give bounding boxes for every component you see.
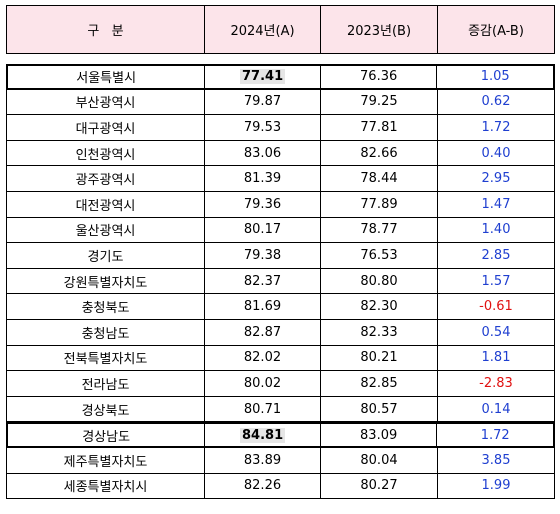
region-cell: 경상남도: [8, 424, 206, 446]
header-2024: 2024년(A): [205, 6, 321, 53]
value-2024-cell: 80.17: [205, 217, 321, 243]
table-header: 구 분 2024년(A) 2023년(B) 증감(A-B): [6, 5, 555, 54]
value-2023-cell: 78.44: [321, 166, 438, 191]
diff-cell: 0.14: [481, 401, 511, 417]
region-cell: 전북특별자치도: [7, 345, 205, 371]
diff-cell: 1.99: [481, 478, 511, 494]
value-2023-cell: 82.85: [321, 371, 438, 396]
value-2023-cell: 82.33: [321, 319, 438, 345]
diff-cell: 0.62: [481, 94, 511, 110]
highlighted-value: 84.81: [240, 427, 286, 443]
table-row: 세종특별자치시 82.26 80.27 1.99: [6, 473, 555, 500]
diff-cell: -0.61: [479, 299, 513, 315]
table-row: 대구광역시 79.53 77.81 1.72: [6, 115, 555, 141]
value-2024-cell: 79.36: [205, 191, 321, 217]
highlighted-value: 77.41: [240, 69, 286, 85]
region-cell: 제주특별자치도: [7, 447, 205, 473]
region-cell: 대구광역시: [7, 115, 205, 140]
region-cell: 경상북도: [7, 396, 205, 422]
region-cell: 광주광역시: [7, 166, 205, 191]
table-row: 경상북도 80.71 80.57 0.14: [6, 396, 555, 423]
table-row: 제주특별자치도 83.89 80.04 3.85: [6, 447, 555, 474]
region-cell: 충청북도: [7, 294, 205, 319]
diff-cell: 2.95: [481, 171, 511, 187]
region-cell: 인천광역시: [7, 140, 205, 166]
region-cell: 충청남도: [7, 319, 205, 345]
diff-cell: 0.54: [481, 324, 511, 340]
value-2023-cell: 80.57: [321, 396, 438, 422]
table-row: 충청북도 81.69 82.30 -0.61: [6, 294, 555, 320]
value-2023-cell: 76.36: [321, 66, 438, 88]
value-2023-cell: 78.77: [321, 217, 438, 243]
region-cell: 부산광역시: [7, 89, 205, 115]
region-cell: 대전광역시: [7, 191, 205, 217]
value-2023-cell: 80.21: [321, 345, 438, 371]
value-2024-cell: 83.89: [205, 447, 321, 473]
value-2023-cell: 80.04: [321, 447, 438, 473]
table-row: 전라남도 80.02 82.85 -2.83: [6, 371, 555, 397]
value-2023-cell: 80.80: [321, 268, 438, 294]
value-2023-cell: 83.09: [321, 424, 438, 446]
diff-cell: 1.40: [481, 222, 511, 238]
table-row: 경기도 79.38 76.53 2.85: [6, 243, 555, 269]
table-row: 경상남도 84.81 83.09 1.72: [6, 422, 555, 448]
value-2023-cell: 77.81: [321, 115, 438, 140]
region-cell: 서울특별시: [8, 66, 206, 88]
table-row: 서울특별시 77.41 76.36 1.05: [6, 64, 555, 90]
value-2024-cell: 80.02: [205, 371, 321, 396]
diff-cell: 1.72: [480, 427, 510, 443]
table-row: 부산광역시 79.87 79.25 0.62: [6, 89, 555, 116]
header-region: 구 분: [7, 6, 205, 53]
diff-cell: 1.57: [481, 273, 511, 289]
table-row: 광주광역시 81.39 78.44 2.95: [6, 166, 555, 192]
diff-cell: 2.85: [481, 247, 511, 263]
value-2024-cell: 82.02: [205, 345, 321, 371]
table-row: 전북특별자치도 82.02 80.21 1.81: [6, 345, 555, 372]
region-cell: 울산광역시: [7, 217, 205, 243]
value-2023-cell: 77.89: [321, 191, 438, 217]
diff-cell: 1.81: [481, 350, 511, 366]
diff-cell: 1.47: [481, 196, 511, 212]
value-2024-cell: 80.71: [205, 396, 321, 422]
region-cell: 경기도: [7, 243, 205, 268]
value-2024-cell: 79.87: [205, 89, 321, 115]
diff-cell: 0.40: [481, 145, 511, 161]
header-2023: 2023년(B): [321, 6, 438, 53]
value-2024-cell: 81.39: [205, 166, 321, 191]
header-diff: 증감(A-B): [468, 24, 524, 39]
value-2024-cell: 82.87: [205, 319, 321, 345]
region-cell: 강원특별자치도: [7, 268, 205, 294]
value-2023-cell: 82.66: [321, 140, 438, 166]
value-2024-cell: 83.06: [205, 140, 321, 166]
data-table: 구 분 2024년(A) 2023년(B) 증감(A-B) 서울특별시 77.41…: [6, 5, 555, 500]
table-body: 서울특별시 77.41 76.36 1.05 부산광역시 79.87 79.25 0.62 대구…: [6, 64, 555, 500]
diff-cell: -2.83: [479, 375, 513, 391]
region-cell: 세종특별자치시: [7, 473, 205, 499]
table-row: 충청남도 82.87 82.33 0.54: [6, 319, 555, 346]
table-row: 인천광역시 83.06 82.66 0.40: [6, 140, 555, 167]
value-2024-cell: 84.81: [205, 424, 321, 446]
value-2024-cell: 82.37: [205, 268, 321, 294]
value-2023-cell: 80.27: [321, 473, 438, 499]
value-2024-cell: 82.26: [205, 473, 321, 499]
value-2024-cell: 79.53: [205, 115, 321, 140]
table-row: 울산광역시 80.17 78.77 1.40: [6, 217, 555, 244]
table-row: 강원특별자치도 82.37 80.80 1.57: [6, 268, 555, 295]
value-2023-cell: 76.53: [321, 243, 438, 268]
region-cell: 전라남도: [7, 371, 205, 396]
diff-cell: 1.05: [480, 69, 510, 85]
value-2024-cell: 77.41: [205, 66, 321, 88]
diff-cell: 1.72: [481, 119, 511, 135]
value-2024-cell: 79.38: [205, 243, 321, 268]
value-2023-cell: 79.25: [321, 89, 438, 115]
table-row: 대전광역시 79.36 77.89 1.47: [6, 191, 555, 218]
diff-cell: 3.85: [481, 452, 511, 468]
value-2024-cell: 81.69: [205, 294, 321, 319]
value-2023-cell: 82.30: [321, 294, 438, 319]
header-gap: [6, 54, 555, 64]
